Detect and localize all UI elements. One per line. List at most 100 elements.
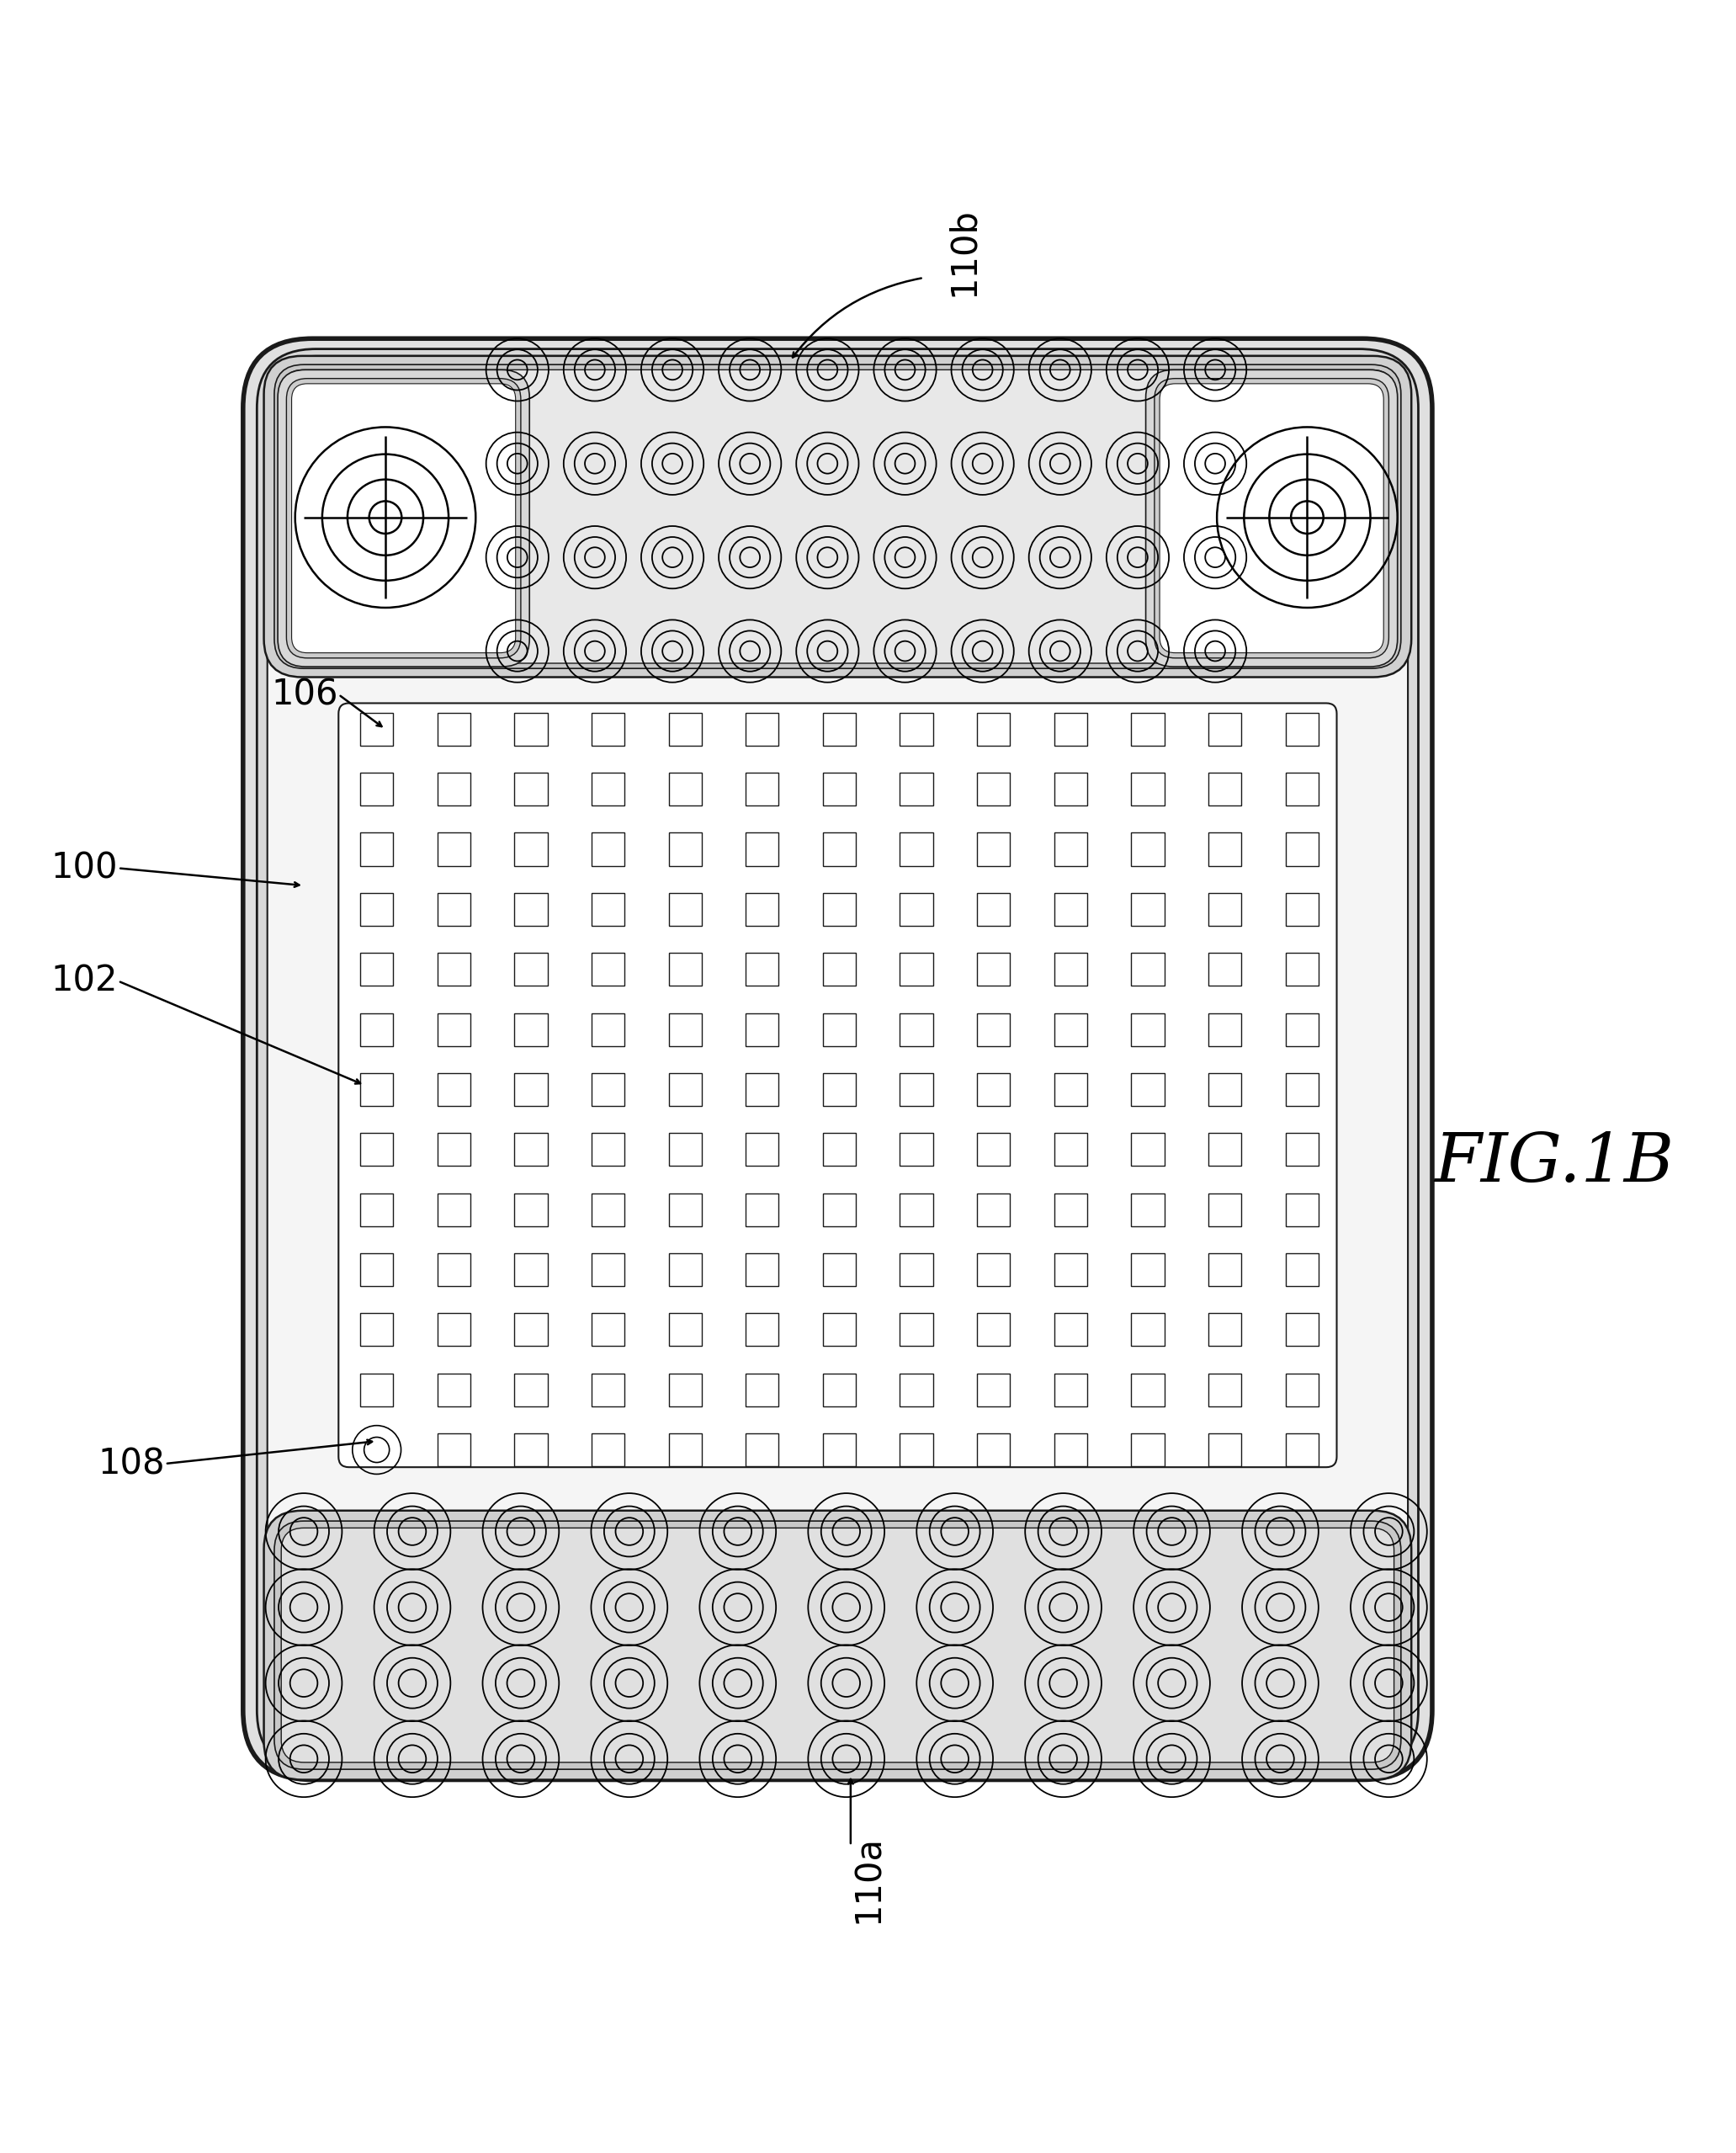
Bar <box>1286 1012 1319 1046</box>
Bar <box>746 713 779 745</box>
Bar <box>361 1193 392 1225</box>
Bar <box>1054 1313 1087 1346</box>
Bar <box>437 1072 470 1107</box>
Bar <box>746 1012 779 1046</box>
Bar <box>361 833 392 866</box>
Bar <box>592 1012 625 1046</box>
FancyBboxPatch shape <box>243 338 1432 1781</box>
Bar <box>514 954 547 986</box>
Bar <box>899 1313 932 1346</box>
Text: 100: 100 <box>50 850 118 885</box>
Bar <box>514 773 547 805</box>
Bar <box>1054 1434 1087 1466</box>
Bar <box>823 713 856 745</box>
Bar <box>1132 893 1165 926</box>
FancyBboxPatch shape <box>274 1520 1401 1770</box>
Bar <box>823 1313 856 1346</box>
FancyBboxPatch shape <box>1160 383 1384 652</box>
Bar <box>592 954 625 986</box>
Bar <box>592 1072 625 1107</box>
Bar <box>1286 893 1319 926</box>
Bar <box>1054 773 1087 805</box>
Bar <box>899 1253 932 1285</box>
Bar <box>668 1012 701 1046</box>
FancyBboxPatch shape <box>281 370 1394 663</box>
Bar <box>899 1072 932 1107</box>
FancyBboxPatch shape <box>264 1511 1411 1781</box>
Bar <box>668 1313 701 1346</box>
Bar <box>1132 1012 1165 1046</box>
Bar <box>1208 954 1241 986</box>
Bar <box>1208 893 1241 926</box>
Bar <box>977 1374 1010 1406</box>
Bar <box>1208 1434 1241 1466</box>
Bar <box>1286 1313 1319 1346</box>
Bar <box>514 1253 547 1285</box>
Text: 102: 102 <box>52 962 118 999</box>
Bar <box>1286 773 1319 805</box>
Bar <box>746 1193 779 1225</box>
Bar <box>746 833 779 866</box>
Bar <box>361 1012 392 1046</box>
Bar <box>592 1434 625 1466</box>
Bar <box>977 773 1010 805</box>
Bar <box>1054 1012 1087 1046</box>
Bar <box>668 1132 701 1167</box>
Bar <box>1132 1434 1165 1466</box>
Bar <box>592 1374 625 1406</box>
Bar <box>746 1072 779 1107</box>
FancyBboxPatch shape <box>292 383 516 652</box>
Bar <box>823 1072 856 1107</box>
Bar <box>1132 1132 1165 1167</box>
Bar <box>1286 1132 1319 1167</box>
Bar <box>592 1313 625 1346</box>
Bar <box>1286 1374 1319 1406</box>
Bar <box>977 713 1010 745</box>
Bar <box>746 1132 779 1167</box>
FancyBboxPatch shape <box>339 704 1337 1466</box>
Bar <box>1132 1253 1165 1285</box>
Bar <box>977 833 1010 866</box>
Bar <box>437 1132 470 1167</box>
Bar <box>1132 713 1165 745</box>
Bar <box>899 893 932 926</box>
Bar <box>437 773 470 805</box>
Bar <box>437 1012 470 1046</box>
Bar <box>899 1434 932 1466</box>
Bar <box>437 713 470 745</box>
Bar <box>1054 1072 1087 1107</box>
Bar <box>1286 833 1319 866</box>
Bar <box>1054 1253 1087 1285</box>
FancyBboxPatch shape <box>1146 370 1397 667</box>
Bar <box>746 773 779 805</box>
Bar <box>1132 1193 1165 1225</box>
Bar <box>1054 1132 1087 1167</box>
Bar <box>437 1374 470 1406</box>
Bar <box>361 1374 392 1406</box>
Bar <box>668 1193 701 1225</box>
Bar <box>1286 713 1319 745</box>
Bar <box>1208 1313 1241 1346</box>
Bar <box>592 833 625 866</box>
Bar <box>1286 1072 1319 1107</box>
Bar <box>514 1434 547 1466</box>
Bar <box>668 1072 701 1107</box>
Bar <box>514 1374 547 1406</box>
Bar <box>899 1132 932 1167</box>
Bar <box>746 1434 779 1466</box>
Bar <box>823 1434 856 1466</box>
Bar <box>1132 954 1165 986</box>
Bar <box>668 1434 701 1466</box>
Bar <box>1132 773 1165 805</box>
Bar <box>977 1434 1010 1466</box>
Bar <box>437 1434 470 1466</box>
Bar <box>361 713 392 745</box>
Bar <box>1132 833 1165 866</box>
Bar <box>1054 893 1087 926</box>
Bar <box>361 1253 392 1285</box>
Bar <box>437 893 470 926</box>
Bar <box>361 1072 392 1107</box>
Bar <box>361 1132 392 1167</box>
FancyBboxPatch shape <box>257 349 1418 1770</box>
Bar <box>746 1253 779 1285</box>
